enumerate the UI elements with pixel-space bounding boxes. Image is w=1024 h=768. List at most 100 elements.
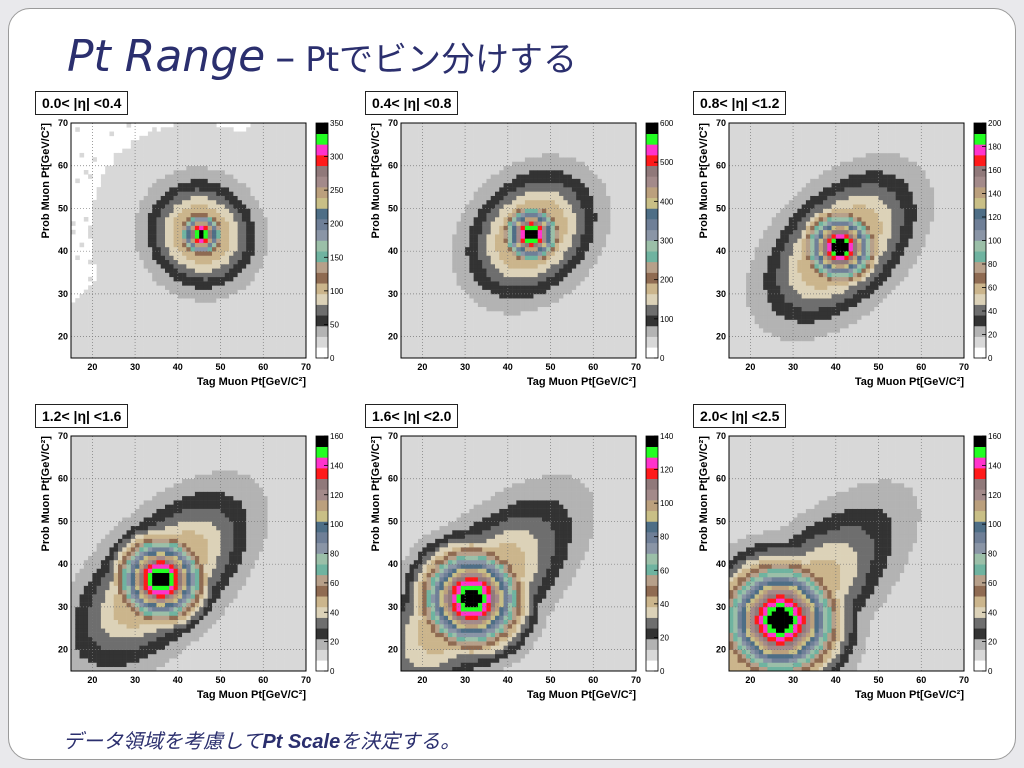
- panel-title: 0.0< |η| <0.4: [35, 91, 129, 115]
- palette-tick-label: 350: [330, 119, 344, 128]
- palette-swatch: [974, 649, 986, 661]
- y-tick-label: 40: [58, 246, 68, 256]
- y-tick-label: 20: [716, 645, 726, 655]
- palette-swatch: [974, 272, 986, 284]
- palette-swatch: [316, 347, 328, 359]
- palette-swatch: [974, 123, 986, 134]
- palette-tick-label: 60: [330, 579, 339, 588]
- plot-frame: [70, 435, 307, 672]
- palette-swatch: [974, 155, 986, 167]
- palette-tick-label: 40: [330, 608, 339, 617]
- palette-tick-label: 80: [988, 260, 997, 269]
- y-tick-label: 60: [388, 474, 398, 484]
- palette-swatch: [316, 521, 328, 533]
- x-tick-label: 60: [258, 675, 268, 685]
- palette-swatch: [974, 468, 986, 480]
- y-tick-label: 40: [388, 246, 398, 256]
- palette-swatch: [316, 283, 328, 295]
- density-cells: [729, 436, 965, 672]
- y-axis-label: Prob Muon Pt[GeV/C²]: [370, 436, 382, 552]
- plot-frame: [728, 435, 965, 672]
- palette-tick-label: 0: [660, 667, 665, 676]
- palette-tick-label: 160: [330, 432, 344, 441]
- palette-swatch: [316, 251, 328, 263]
- palette-tick-label: 160: [988, 166, 1002, 175]
- palette-swatch: [646, 606, 658, 618]
- y-tick-label: 50: [388, 516, 398, 526]
- palette-swatch: [974, 617, 986, 629]
- x-tick-label: 60: [916, 675, 926, 685]
- x-tick-label: 50: [546, 675, 556, 685]
- palette-swatch: [974, 660, 986, 672]
- footer-note: データ領域を考慮してPt Scaleを決定する。: [63, 725, 460, 754]
- palette-tick-label: 200: [988, 119, 1002, 128]
- palette-swatch: [316, 144, 328, 156]
- palette-tick-label: 0: [330, 354, 335, 363]
- palette-swatch: [316, 553, 328, 565]
- density-cells: [401, 436, 637, 672]
- palette-tick-label: 60: [660, 566, 669, 575]
- plot-frame: [70, 122, 307, 359]
- y-tick-label: 50: [58, 516, 68, 526]
- palette-tick-label: 500: [660, 158, 674, 167]
- palette-tick-label: 50: [330, 320, 339, 329]
- palette-tick-label: 250: [330, 186, 344, 195]
- palette-tick-label: 20: [988, 638, 997, 647]
- y-tick-label: 50: [716, 203, 726, 213]
- y-tick-label: 30: [58, 602, 68, 612]
- palette-swatch: [316, 500, 328, 512]
- y-tick-label: 20: [716, 332, 726, 342]
- palette-swatch: [646, 197, 658, 209]
- palette-swatch: [316, 293, 328, 305]
- y-tick-label: 40: [716, 246, 726, 256]
- palette-tick-label: 100: [660, 499, 674, 508]
- y-tick-label: 20: [58, 332, 68, 342]
- palette-swatch: [974, 457, 986, 469]
- palette-swatch: [316, 532, 328, 544]
- palette-swatch: [974, 478, 986, 490]
- palette-swatch: [316, 628, 328, 640]
- palette-swatch: [316, 272, 328, 284]
- palette-swatch: [646, 478, 658, 490]
- palette-swatch: [974, 606, 986, 618]
- palette-swatch: [974, 532, 986, 544]
- footer-text-c: を決定する。: [340, 729, 461, 753]
- panel-title: 0.4< |η| <0.8: [365, 91, 459, 115]
- palette-swatch: [974, 542, 986, 554]
- x-axis-label: Tag Muon Pt[GeV/C²]: [197, 689, 307, 701]
- title-main: Pt Range: [67, 31, 266, 82]
- slide: Pt Range – Ptでビン分けする 20 30 40 50 60 70 20 30 40 50 6…: [8, 8, 1016, 760]
- x-tick-label: 70: [301, 362, 311, 372]
- title-dash: –: [275, 35, 296, 81]
- palette-tick-label: 20: [660, 633, 669, 642]
- palette-swatch: [646, 649, 658, 661]
- heatmap-3: 20 30 40 50 60 70 20 30 40 50 60 70 Tag Muon Pt[GeV/…: [698, 118, 1002, 388]
- x-axis-label: Tag Muon Pt[GeV/C²]: [527, 689, 637, 701]
- palette-swatch: [646, 564, 658, 576]
- palette-swatch: [316, 240, 328, 252]
- palette-tick-label: 140: [330, 461, 344, 470]
- palette-tick-label: 120: [988, 213, 1002, 222]
- palette-swatch: [974, 176, 986, 188]
- y-tick-label: 20: [388, 332, 398, 342]
- x-tick-label: 40: [173, 362, 183, 372]
- y-tick-label: 70: [716, 431, 726, 441]
- heatmap-5: 20 30 40 50 60 70 20 30 40 50 60 70 Tag Muon Pt[GeV/…: [370, 431, 674, 701]
- palette-swatch: [974, 208, 986, 220]
- palette-swatch: [316, 261, 328, 273]
- palette-swatch: [316, 155, 328, 167]
- y-axis-label: Prob Muon Pt[GeV/C²]: [370, 123, 382, 239]
- y-tick-label: 50: [388, 203, 398, 213]
- palette-swatch: [974, 325, 986, 337]
- palette-swatch: [974, 229, 986, 241]
- palette-tick-label: 80: [988, 550, 997, 559]
- x-tick-label: 50: [216, 362, 226, 372]
- palette-swatch: [646, 628, 658, 640]
- palette-swatch: [974, 336, 986, 348]
- palette-tick-label: 0: [330, 667, 335, 676]
- x-axis-label: Tag Muon Pt[GeV/C²]: [527, 376, 637, 388]
- palette-swatch: [974, 315, 986, 327]
- panel-title: 2.0< |η| <2.5: [693, 404, 787, 428]
- palette-swatch: [974, 510, 986, 522]
- palette-swatch: [646, 304, 658, 316]
